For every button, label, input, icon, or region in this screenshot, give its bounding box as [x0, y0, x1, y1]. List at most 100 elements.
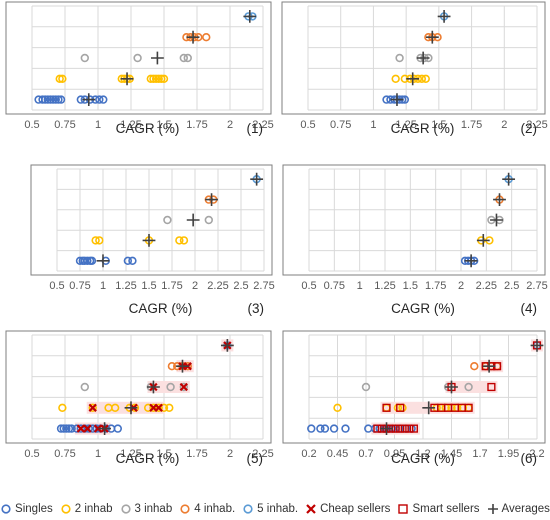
average-marker: [243, 10, 257, 23]
inhab2-marker: [165, 403, 174, 412]
x-tick-label: 1.7: [472, 448, 487, 460]
chart-panel: 0.2 0.45 0.7 0.95 1.2 1.45 1.7 1.95 2.2 CAGR (%) (…: [282, 330, 546, 466]
x-axis-label: CAGR (%): [116, 121, 180, 136]
average-marker: [476, 234, 490, 247]
panel-label: (5): [247, 451, 264, 466]
smart-marker: [400, 424, 409, 433]
x-tick-label: 2.75: [526, 280, 547, 292]
average-marker: [490, 213, 503, 227]
inhab2-marker: [110, 403, 120, 412]
inhab2-marker: [88, 403, 97, 412]
chart-panel: 0.5 0.75 1 1.25 1.5 1.75 2 2.25 CAGR (%) (2): [281, 1, 548, 136]
inhab3-marker: [395, 53, 404, 63]
average-marker: [186, 213, 200, 227]
average-marker: [120, 72, 134, 86]
x-tick-label: 2.25: [207, 280, 228, 292]
x-tick-label: 1: [100, 280, 106, 292]
singles-marker: [382, 95, 391, 104]
x-tick-label: 1: [95, 448, 101, 460]
inhab3-marker: [179, 382, 189, 392]
singles-marker: [84, 424, 93, 433]
cheap-marker: [76, 424, 86, 433]
average-marker: [176, 359, 189, 373]
inhab2-marker: [91, 236, 100, 245]
legend-item-cheap: Cheap sellers: [305, 503, 390, 515]
inhab2-marker: [175, 236, 184, 245]
x-tick-label: 1.25: [115, 280, 136, 292]
average-marker: [82, 93, 96, 106]
legend-label: Cheap sellers: [320, 503, 391, 515]
singles-marker: [46, 95, 55, 104]
average-marker: [380, 422, 393, 435]
x-tick-label: 1.2: [415, 448, 430, 460]
singles-marker: [320, 424, 330, 433]
legend-label: 4 inhab.: [194, 503, 236, 515]
inhab2-marker: [95, 236, 104, 245]
x-tick-label: 1.75: [186, 448, 207, 460]
singles-marker: [83, 256, 92, 265]
inhab4-marker: [167, 362, 177, 371]
x-tick-label: 2.25: [252, 119, 273, 131]
x-tick-label: 2.2: [529, 448, 544, 460]
inhab2-marker: [149, 74, 158, 84]
average-marker: [98, 422, 111, 435]
cheap-marker: [179, 382, 188, 392]
singles-marker: [40, 95, 50, 104]
x-axis-label: CAGR (%): [391, 451, 455, 466]
inhab2-marker: [151, 74, 161, 84]
legend-item-inhab5: 5 inhab.: [242, 503, 298, 515]
x-tick-label: 2: [458, 280, 464, 292]
legend-label: Averages: [501, 503, 550, 515]
x-tick-label: 0.2: [301, 448, 316, 460]
singles-marker: [56, 424, 66, 433]
x-tick-label: 0.75: [69, 280, 90, 292]
x-tick-label: 1: [95, 119, 101, 131]
panel-border: [5, 1, 272, 115]
singles-marker: [128, 256, 137, 265]
x-tick-label: 1.75: [186, 119, 207, 131]
legend-label: 5 inhab.: [257, 503, 299, 515]
average-marker: [445, 380, 458, 394]
singles-marker: [38, 95, 47, 104]
singles-marker: [329, 424, 339, 433]
inhab3-marker: [166, 382, 175, 392]
smart-marker: [396, 403, 405, 412]
inhab2-marker: [391, 74, 400, 84]
x-tick-label: 2: [227, 448, 233, 460]
x-tick-label: 2.25: [252, 448, 273, 460]
smart-marker: [409, 424, 418, 433]
x-tick-label: 2: [227, 119, 233, 131]
singles-marker: [56, 95, 66, 104]
x-tick-label: 1.5: [156, 119, 171, 131]
x-tick-label: 0.75: [330, 119, 351, 131]
x-tick-label: 1: [370, 119, 376, 131]
singles-marker: [99, 95, 108, 104]
x-tick-label: 0.5: [300, 119, 315, 131]
x-tick-label: 0.7: [358, 448, 373, 460]
chart-panel: 0.5 0.75 1 1.25 1.5 1.75 2 2.25 CAGR (%) (1): [5, 1, 274, 136]
average-marker: [502, 172, 516, 186]
singles-marker: [43, 95, 53, 104]
average-marker: [124, 401, 138, 415]
inhab3-marker: [163, 215, 172, 225]
average-marker: [250, 172, 264, 186]
smart-marker: [487, 382, 496, 392]
x-tick-label: 1.5: [141, 280, 156, 292]
average-marker: [96, 254, 110, 268]
smart-marker: [464, 403, 473, 412]
legend-label: Smart sellers: [412, 503, 480, 515]
average-marker: [493, 193, 506, 206]
average-marker: [147, 380, 160, 394]
x-tick-label: 0.5: [49, 280, 64, 292]
circle-icon: [243, 504, 253, 514]
average-marker: [464, 254, 478, 268]
x-tick-label: 2.75: [253, 280, 274, 292]
x-tick-label: 2: [501, 119, 507, 131]
smart-marker: [405, 424, 414, 433]
inhab2-marker: [149, 403, 158, 412]
x-tick-label: 0.75: [54, 119, 75, 131]
singles-marker: [316, 424, 325, 433]
average-marker: [530, 339, 544, 352]
legend-label: 3 inhab: [134, 503, 173, 515]
